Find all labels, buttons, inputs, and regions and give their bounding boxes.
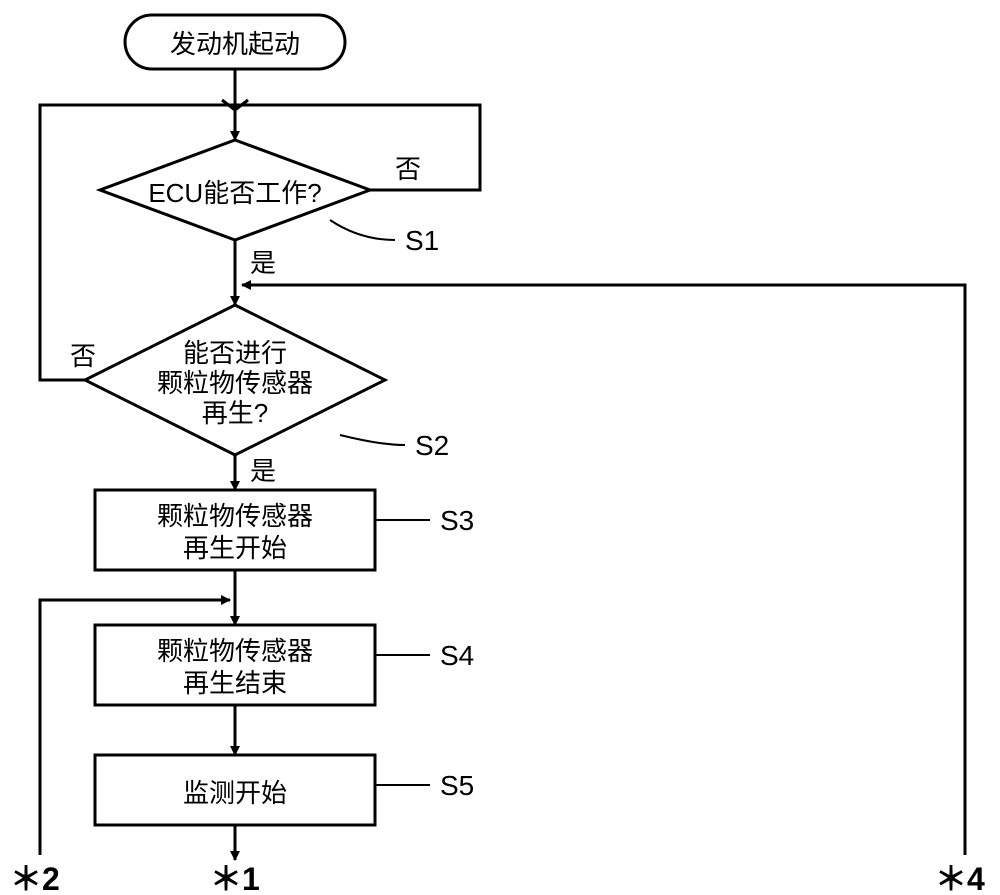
node-s2: 能否进行 颗粒物传感器 再生? — [85, 305, 385, 455]
s2-yes-label: 是 — [250, 456, 276, 486]
s1-leader — [330, 220, 395, 240]
s4-text-1: 颗粒物传感器 — [157, 636, 313, 666]
s1-yes-label: 是 — [250, 248, 276, 278]
s5-text: 监测开始 — [183, 778, 287, 808]
node-s5: 监测开始 — [95, 755, 375, 825]
s2-text-2: 颗粒物传感器 — [157, 368, 313, 398]
node-s1: ECU能否工作? — [100, 140, 370, 240]
s2-text-1: 能否进行 — [183, 338, 287, 368]
s1-text: ECU能否工作? — [148, 178, 321, 208]
s4-step-label: S4 — [440, 640, 474, 671]
marker-star1: ＊1 — [210, 861, 260, 895]
flowchart-canvas: 发动机起动 ECU能否工作? S1 否 是 能否进行 颗粒物传感器 再生? S2… — [0, 0, 1000, 895]
s3-step-label: S3 — [440, 505, 474, 536]
node-s3: 颗粒物传感器 再生开始 — [95, 490, 375, 570]
s5-step-label: S5 — [440, 770, 474, 801]
s3-text-1: 颗粒物传感器 — [157, 501, 313, 531]
s1-step-label: S1 — [405, 225, 439, 256]
marker-star4: ＊4 — [935, 861, 985, 895]
s3-text-2: 再生开始 — [183, 533, 287, 563]
node-start: 发动机起动 — [125, 15, 345, 69]
start-label: 发动机起动 — [170, 29, 300, 59]
s4-text-2: 再生结束 — [183, 668, 287, 698]
s1-no-label: 否 — [395, 154, 421, 184]
node-s4: 颗粒物传感器 再生结束 — [95, 625, 375, 705]
s2-leader — [340, 435, 405, 445]
marker-star2: ＊2 — [10, 861, 60, 895]
s2-text-3: 再生? — [202, 398, 268, 428]
s2-step-label: S2 — [415, 430, 449, 461]
s2-no-label: 否 — [70, 341, 96, 371]
